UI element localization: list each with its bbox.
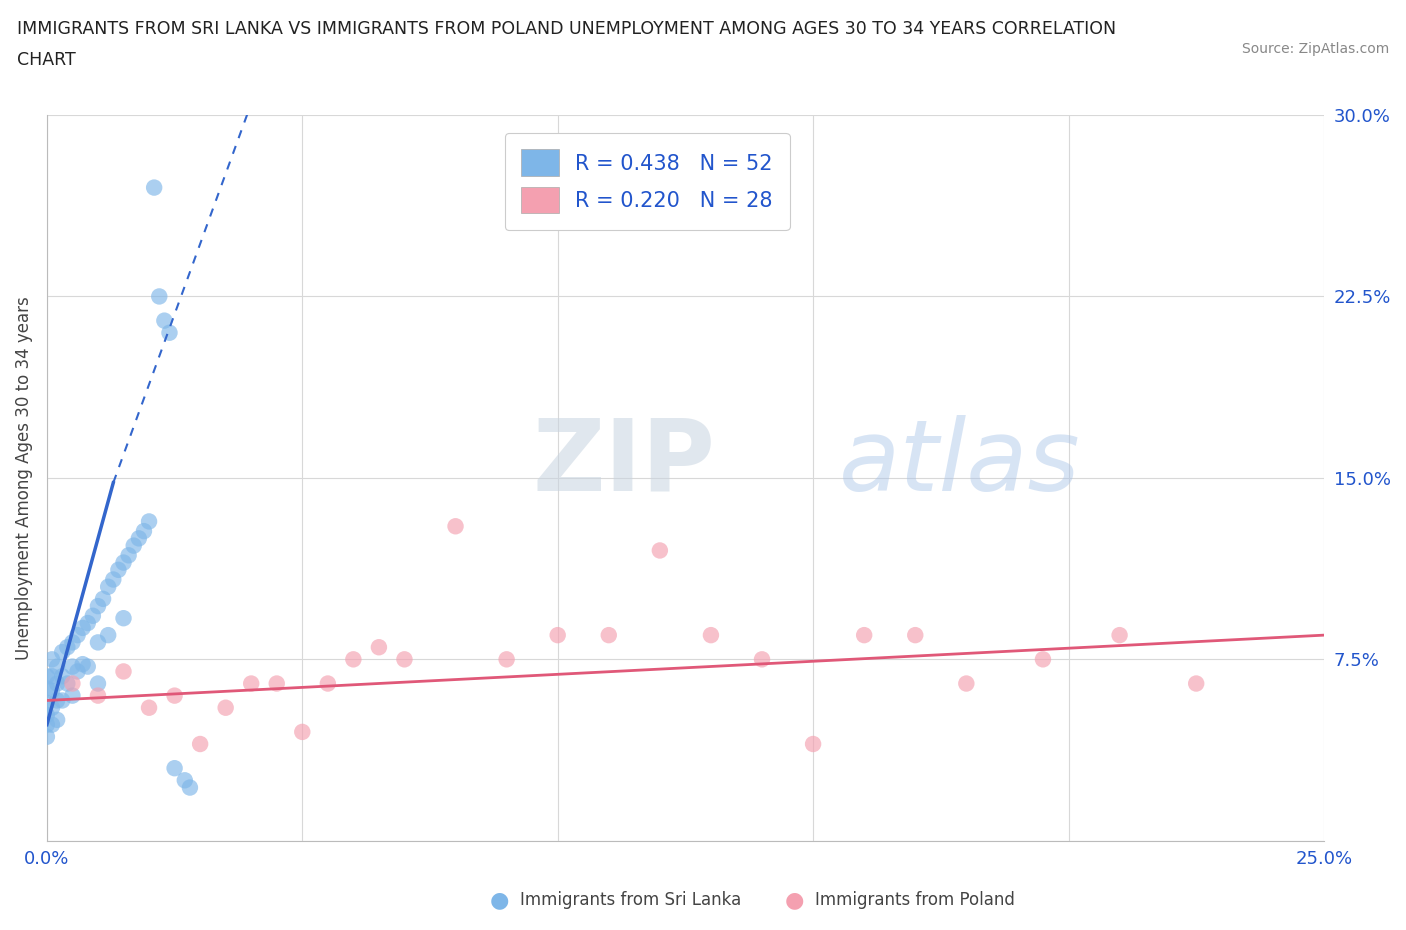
Point <box>173 773 195 788</box>
Point <box>66 664 89 679</box>
Point <box>51 644 73 659</box>
Point <box>87 599 110 614</box>
Point <box>367 640 389 655</box>
Text: Immigrants from Poland: Immigrants from Poland <box>815 891 1015 910</box>
Point <box>87 635 110 650</box>
Point <box>51 669 73 684</box>
Text: IMMIGRANTS FROM SRI LANKA VS IMMIGRANTS FROM POLAND UNEMPLOYMENT AMONG AGES 30 T: IMMIGRANTS FROM SRI LANKA VS IMMIGRANTS … <box>17 20 1116 38</box>
Point <box>91 591 114 606</box>
Point <box>801 737 824 751</box>
Point <box>46 693 69 708</box>
Point <box>112 555 135 570</box>
Text: ●: ● <box>785 890 804 910</box>
Point <box>87 676 110 691</box>
Text: CHART: CHART <box>17 51 76 69</box>
Point <box>240 676 263 691</box>
Point <box>66 628 89 643</box>
Point <box>35 669 58 684</box>
Point <box>41 684 63 698</box>
Point <box>547 628 569 643</box>
Point <box>51 693 73 708</box>
Point <box>56 676 79 691</box>
Point <box>291 724 314 739</box>
Point <box>87 688 110 703</box>
Point <box>72 657 94 671</box>
Point <box>394 652 416 667</box>
Point <box>76 659 98 674</box>
Point <box>495 652 517 667</box>
Point <box>41 700 63 715</box>
Point <box>1185 676 1208 691</box>
Point <box>122 538 145 553</box>
Point <box>138 700 160 715</box>
Point <box>62 676 84 691</box>
Point <box>56 640 79 655</box>
Point <box>35 708 58 723</box>
Point <box>62 635 84 650</box>
Point <box>107 563 129 578</box>
Point <box>143 180 166 195</box>
Point <box>904 628 927 643</box>
Point <box>153 313 176 328</box>
Point <box>342 652 364 667</box>
Point <box>46 659 69 674</box>
Y-axis label: Unemployment Among Ages 30 to 34 years: Unemployment Among Ages 30 to 34 years <box>15 296 32 659</box>
Point <box>35 696 58 711</box>
Text: atlas: atlas <box>838 415 1080 512</box>
Point <box>648 543 671 558</box>
Point <box>103 572 125 587</box>
Text: ZIP: ZIP <box>531 415 716 512</box>
Point <box>41 652 63 667</box>
Point <box>62 688 84 703</box>
Point <box>41 717 63 732</box>
Legend: R = 0.438   N = 52, R = 0.220   N = 28: R = 0.438 N = 52, R = 0.220 N = 28 <box>505 133 790 230</box>
Point <box>853 628 876 643</box>
Point <box>72 620 94 635</box>
Point <box>215 700 238 715</box>
Point <box>41 669 63 684</box>
Point <box>444 519 467 534</box>
Point <box>1032 652 1054 667</box>
Point <box>751 652 773 667</box>
Point <box>132 524 155 538</box>
Point <box>159 326 181 340</box>
Point <box>76 616 98 631</box>
Point <box>188 737 211 751</box>
Point <box>598 628 620 643</box>
Point <box>138 514 160 529</box>
Point <box>62 659 84 674</box>
Point <box>97 579 120 594</box>
Point <box>46 676 69 691</box>
Point <box>112 664 135 679</box>
Point <box>179 780 201 795</box>
Point <box>112 611 135 626</box>
Point <box>97 628 120 643</box>
Point <box>700 628 723 643</box>
Point <box>35 729 58 744</box>
Point <box>82 608 104 623</box>
Point <box>266 676 288 691</box>
Point <box>117 548 139 563</box>
Point <box>163 761 186 776</box>
Text: Immigrants from Sri Lanka: Immigrants from Sri Lanka <box>520 891 741 910</box>
Point <box>163 688 186 703</box>
Point <box>46 712 69 727</box>
Point <box>955 676 977 691</box>
Text: ●: ● <box>489 890 509 910</box>
Point <box>1108 628 1130 643</box>
Point <box>148 289 170 304</box>
Text: Source: ZipAtlas.com: Source: ZipAtlas.com <box>1241 42 1389 56</box>
Point <box>35 681 58 696</box>
Point <box>35 717 58 732</box>
Point <box>128 531 150 546</box>
Point <box>316 676 339 691</box>
